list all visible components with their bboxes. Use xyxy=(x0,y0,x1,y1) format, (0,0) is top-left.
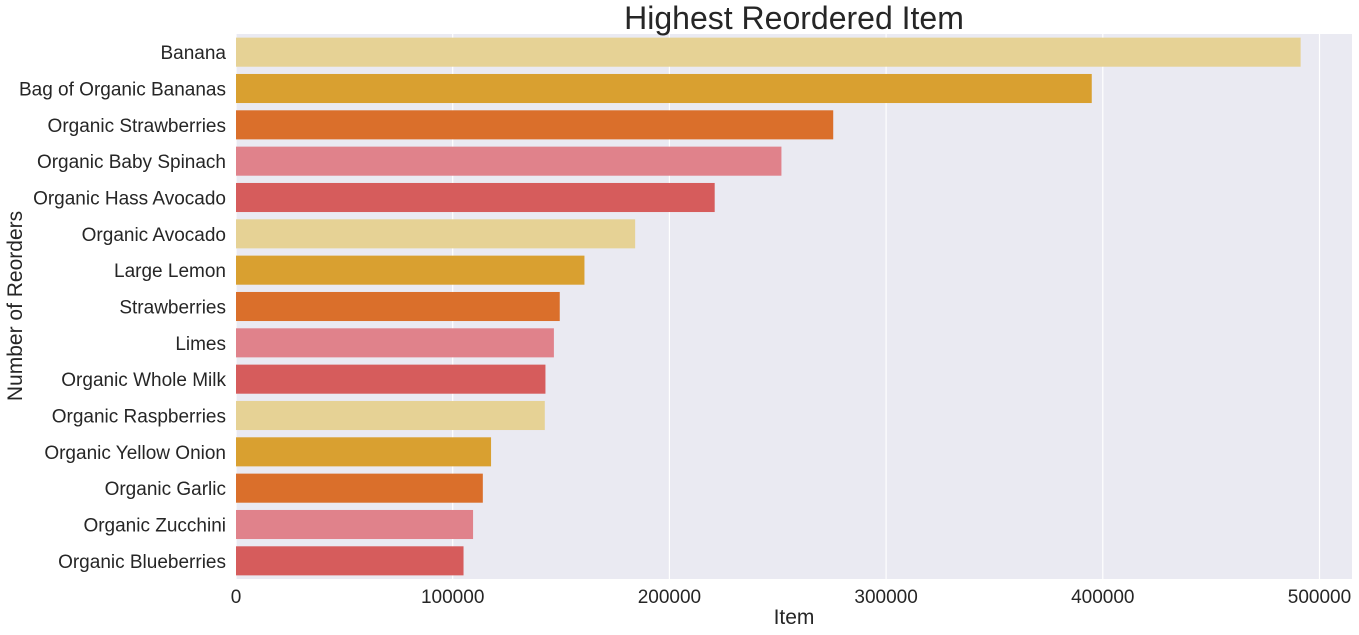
x-tick-label: 200000 xyxy=(638,587,701,608)
bar xyxy=(236,437,492,467)
bar xyxy=(236,219,636,249)
category-labels: Banana Bag of Organic Bananas Organic Stra… xyxy=(19,43,227,573)
category-label: Large Lemon xyxy=(114,261,226,282)
y-axis-label: Number of Reorders xyxy=(4,211,27,401)
x-tick-labels: 0 100000 200000 300000 400000 500000 xyxy=(231,587,1351,608)
category-label: Organic Blueberries xyxy=(58,552,226,573)
bar xyxy=(236,546,464,576)
bar xyxy=(236,509,474,540)
bar xyxy=(236,255,585,285)
x-tick-label: 500000 xyxy=(1288,587,1351,608)
category-label: Strawberries xyxy=(119,298,226,319)
category-label: Organic Hass Avocado xyxy=(33,189,226,210)
x-tick-label: 300000 xyxy=(854,587,917,608)
category-label: Organic Zucchini xyxy=(83,516,226,537)
category-label: Bag of Organic Bananas xyxy=(19,80,226,101)
category-label: Organic Yellow Onion xyxy=(44,443,226,464)
bar xyxy=(236,364,546,394)
category-label: Limes xyxy=(175,334,226,355)
bar xyxy=(236,110,834,140)
x-tick-label: 400000 xyxy=(1071,587,1134,608)
category-label: Banana xyxy=(160,43,226,64)
bar xyxy=(236,146,782,176)
category-label: Organic Whole Milk xyxy=(61,370,226,391)
bar xyxy=(236,328,554,358)
x-tick-label: 100000 xyxy=(421,587,484,608)
bar xyxy=(236,182,715,213)
x-tick-label: 0 xyxy=(231,587,242,608)
bar xyxy=(236,37,1301,67)
category-label: Organic Avocado xyxy=(82,225,226,246)
category-label: Organic Strawberries xyxy=(48,116,226,137)
bar xyxy=(236,400,545,431)
category-label: Organic Raspberries xyxy=(52,407,226,428)
bar xyxy=(236,473,483,503)
bar xyxy=(236,73,1092,104)
bar xyxy=(236,291,560,322)
x-axis-label: Item xyxy=(774,606,815,629)
category-label: Organic Garlic xyxy=(105,479,226,500)
chart-title: Highest Reordered Item xyxy=(624,0,964,36)
bars xyxy=(236,37,1301,576)
category-label: Organic Baby Spinach xyxy=(37,152,226,173)
